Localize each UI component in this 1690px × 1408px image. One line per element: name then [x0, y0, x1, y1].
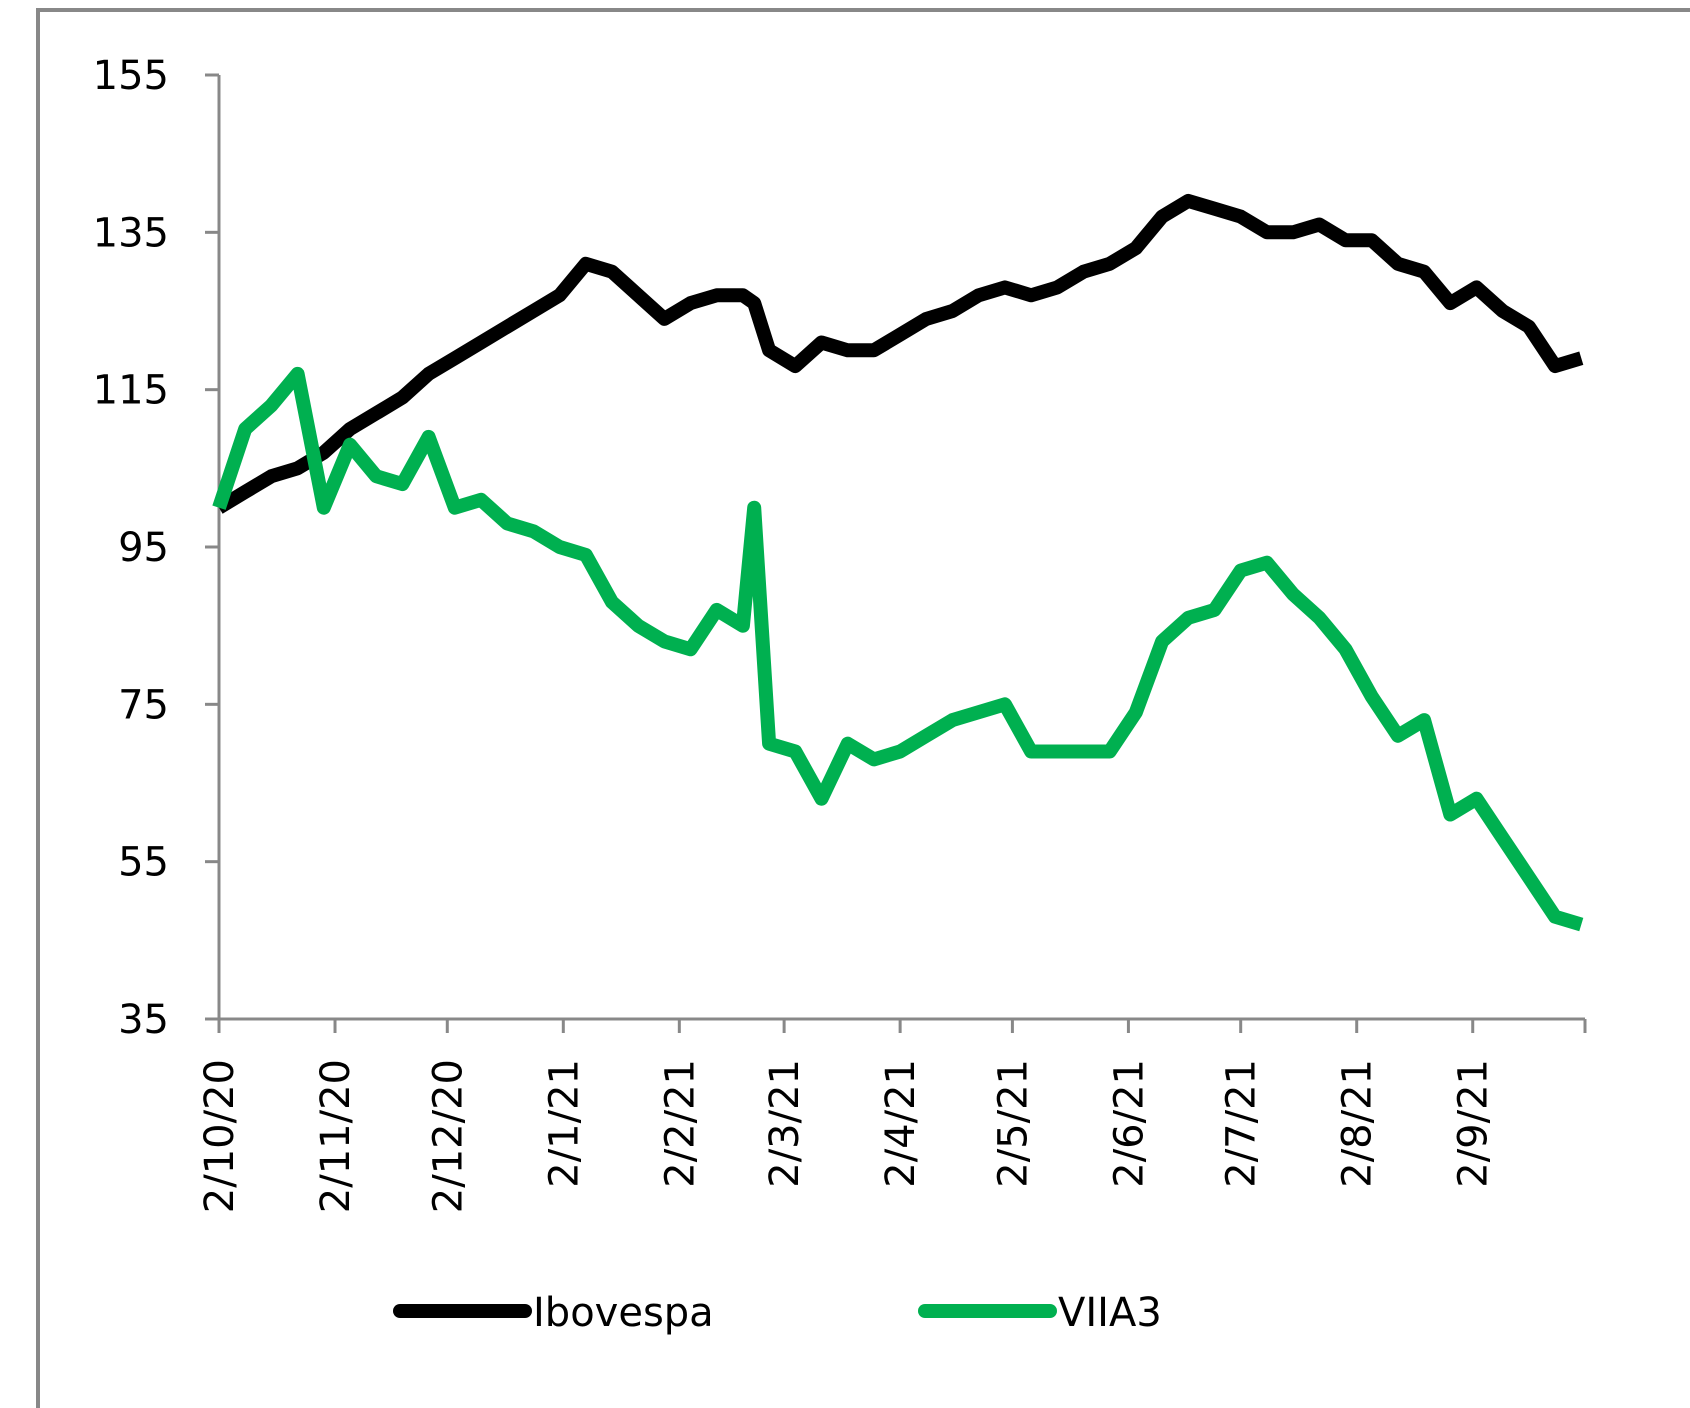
x-tick-label: 2/12/20 [425, 1059, 471, 1213]
x-tick-label: 2/6/21 [1106, 1059, 1152, 1188]
y-tick-label: 135 [93, 210, 169, 256]
x-tick-label: 2/1/21 [541, 1059, 587, 1188]
y-tick-label: 35 [118, 997, 169, 1043]
x-tick-label: 2/7/21 [1219, 1059, 1265, 1188]
y-tick-label: 75 [118, 682, 169, 728]
x-tick-label: 2/2/21 [657, 1059, 703, 1188]
y-tick-label: 55 [118, 840, 169, 886]
x-tick-label: 2/10/20 [197, 1059, 243, 1213]
x-tick-label: 2/4/21 [878, 1059, 924, 1188]
y-tick-label: 95 [118, 525, 169, 571]
y-tick-label: 155 [93, 53, 169, 99]
series-line [212, 366, 1584, 932]
y-tick-label: 115 [93, 368, 169, 414]
x-tick-label: 2/9/21 [1451, 1059, 1497, 1188]
x-tick-label: 2/3/21 [762, 1059, 808, 1188]
x-tick-label: 2/5/21 [990, 1059, 1036, 1188]
x-tick-label: 2/8/21 [1335, 1059, 1381, 1188]
series-line [215, 193, 1584, 514]
legend-label: VIIA3 [1058, 1290, 1162, 1336]
legend-label: Ibovespa [533, 1290, 714, 1336]
x-tick-label: 2/11/20 [313, 1059, 359, 1213]
chart-border [36, 8, 1690, 1408]
